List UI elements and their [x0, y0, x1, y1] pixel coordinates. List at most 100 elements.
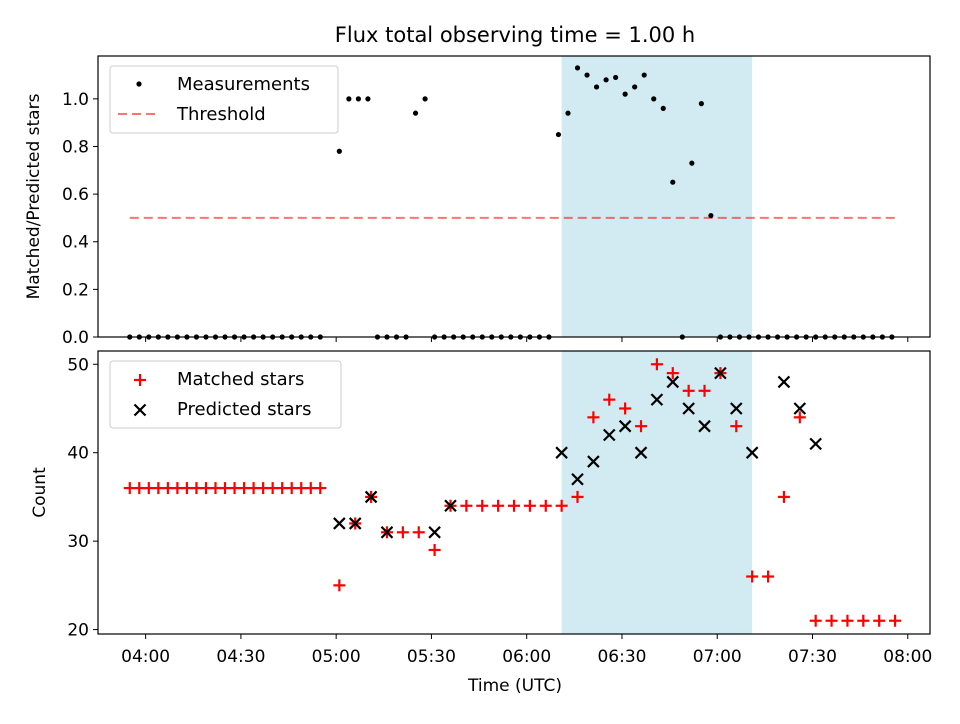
predicted-star-point	[809, 437, 822, 451]
matched-star-point	[730, 420, 743, 433]
matched-star-point	[825, 614, 838, 627]
matched-star-point	[460, 499, 473, 512]
bottom-x-ticks: 04:00 04:30 05:00 05:30 06:00 06:30 07:00 07:30…	[121, 634, 932, 667]
x-tick-label: 05:00	[312, 647, 361, 667]
matched-star-point	[587, 411, 600, 424]
matched-star-point	[889, 614, 902, 627]
matched-star-point	[666, 367, 679, 380]
measurement-point	[689, 160, 695, 166]
matched-star-point	[762, 570, 775, 583]
bottom-legend: Matched stars Predicted stars	[109, 360, 342, 429]
y-tick-label: 0.4	[62, 233, 89, 253]
predicted-star-point	[602, 428, 616, 442]
y-tick-label: 0.0	[62, 328, 89, 348]
top-y-ticks: 0.0 0.2 0.4 0.6 0.8 1.0	[62, 90, 98, 348]
predicted-star-point	[555, 446, 568, 459]
predicted-star-point	[380, 526, 394, 539]
matched-star-point	[508, 499, 520, 512]
x-tick-label: 05:30	[407, 647, 456, 667]
top-x-ticks	[145, 337, 909, 342]
matched-star-point	[682, 384, 695, 397]
legend-predicted-label: Predicted stars	[177, 399, 311, 420]
top-legend: Measurements Threshold	[109, 65, 339, 134]
legend-measurements-marker	[136, 81, 142, 87]
measurement-point	[603, 77, 609, 83]
matched-star-point	[523, 499, 536, 512]
chart-title: Flux total observing time = 1.00 h	[335, 23, 695, 47]
measurement-point	[698, 101, 704, 107]
y-tick-label: 0.6	[62, 185, 89, 205]
matched-star-point	[314, 482, 327, 495]
legend-matched-plus	[134, 374, 146, 386]
x-tick-label: 04:30	[216, 647, 265, 667]
matched-star-point	[746, 570, 759, 583]
y-tick-label: 1.0	[62, 90, 89, 110]
predicted-star-point	[364, 490, 378, 504]
predicted-star-point	[730, 402, 743, 415]
measurement-point	[565, 110, 571, 116]
measurement-point	[660, 105, 666, 111]
measurement-point	[670, 179, 676, 185]
matched-star-point	[777, 490, 790, 503]
matched-star-point	[571, 490, 584, 503]
bottom-axes-frame	[97, 350, 931, 635]
top-axes-frame	[97, 55, 931, 338]
measurement-point	[555, 131, 562, 138]
predicted-star-point	[777, 375, 791, 389]
predicted-star-point	[571, 472, 584, 486]
predicted-star-point	[618, 419, 632, 433]
measurement-point	[574, 65, 581, 71]
legend-predicted-cross	[133, 403, 147, 417]
predicted-star-point	[428, 526, 441, 539]
predicted-star-point	[698, 419, 711, 433]
y-tick-label: 0.8	[62, 137, 89, 157]
y-tick-label: 30	[67, 532, 89, 552]
matched-star-point	[857, 614, 870, 627]
measurement-point	[336, 148, 342, 154]
measurement-point	[365, 96, 371, 102]
matched-star-point	[476, 499, 489, 512]
measurement-point	[708, 212, 714, 219]
measurement-point	[632, 84, 638, 90]
matched-star-point	[539, 499, 552, 512]
legend-matched-label: Matched stars	[177, 369, 304, 390]
measurement-point	[412, 110, 419, 116]
matched-star-point	[619, 402, 632, 415]
matched-star-point	[492, 499, 505, 512]
x-tick-label: 07:30	[788, 647, 837, 667]
bottom-legend-box	[109, 360, 342, 429]
measurement-point	[593, 84, 600, 90]
predicted-star-point	[793, 402, 807, 415]
top-y-axis-label: Matched/Predicted stars	[24, 93, 44, 299]
measurement-point	[651, 96, 657, 102]
matched-star-point	[698, 384, 711, 397]
matched-star-point	[603, 393, 616, 406]
predicted-star-point	[587, 455, 600, 468]
x-tick-label: 04:00	[121, 647, 170, 667]
top-legend-box	[109, 65, 339, 134]
matched-star-point	[635, 420, 648, 433]
matched-star-point	[841, 614, 854, 627]
predicted-star-point	[714, 366, 727, 380]
legend-measurements-label: Measurements	[177, 74, 310, 95]
measurement-point	[355, 96, 361, 102]
matched-star-point	[412, 526, 425, 539]
matched-star-point	[793, 411, 806, 424]
predicted-star-point	[666, 375, 680, 389]
measurement-point	[641, 72, 647, 78]
x-tick-label: 06:00	[502, 647, 551, 667]
matched-star-point	[650, 358, 663, 371]
matched-star-point	[428, 543, 441, 556]
bottom-y-ticks: 20 30 40 50	[67, 355, 98, 641]
predicted-star-point	[650, 393, 664, 406]
measurement-point	[584, 72, 590, 78]
predicted-star-point	[444, 499, 457, 513]
top-shaded-region	[561, 56, 753, 337]
x-axis-label: Time (UTC)	[467, 676, 562, 696]
predicted-star-point	[682, 402, 695, 415]
matched-star-point	[809, 614, 822, 627]
x-tick-label: 06:30	[597, 647, 646, 667]
predicted-star-point	[348, 517, 362, 530]
